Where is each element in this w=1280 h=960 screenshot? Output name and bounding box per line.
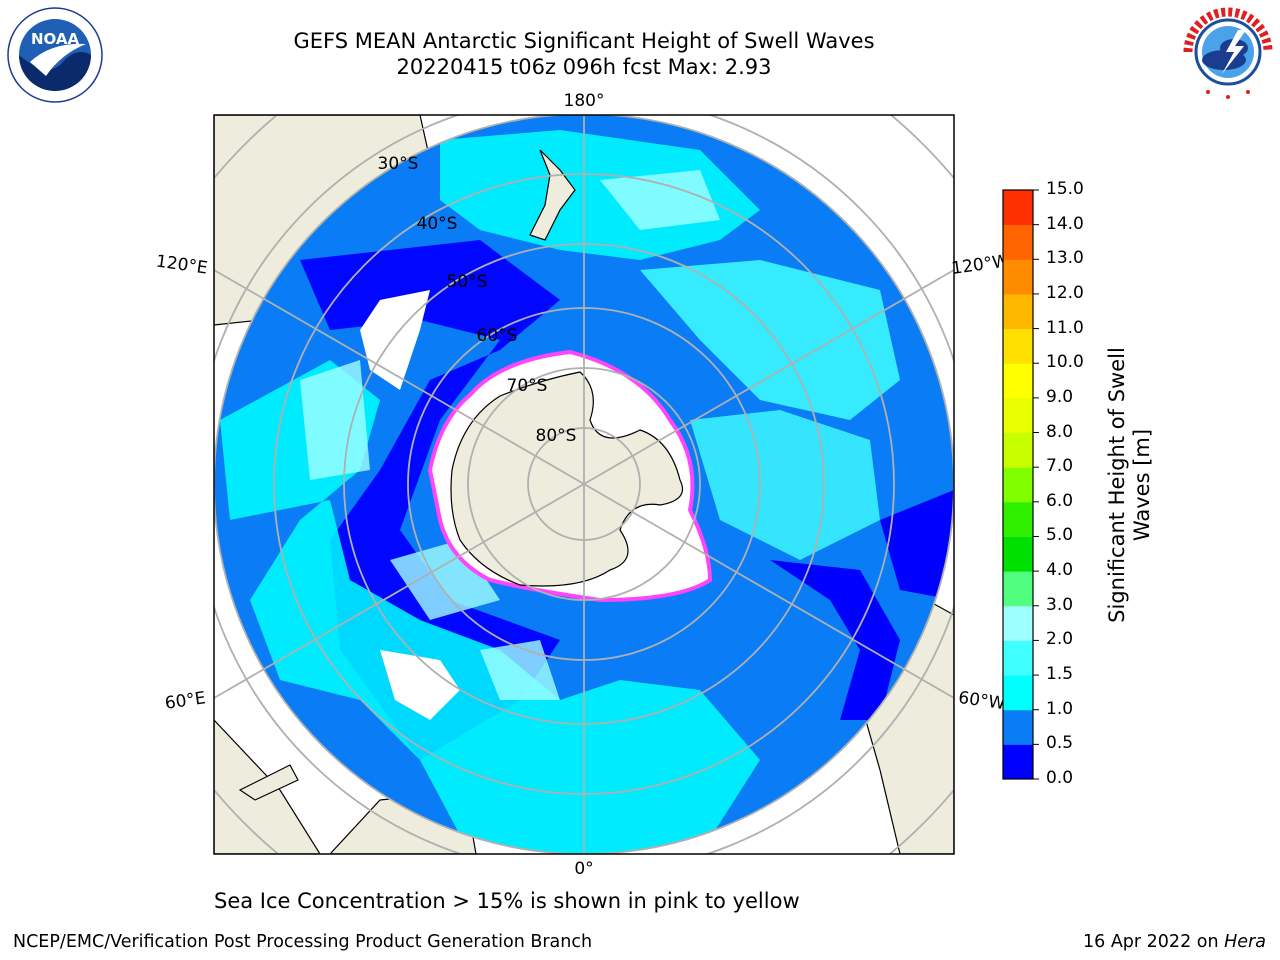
colorbar-segment [1003, 536, 1033, 572]
lon-label-60w: 60°W [957, 688, 1006, 714]
lon-label-0: 0° [574, 859, 593, 879]
low-swell-region-east [770, 560, 900, 720]
lat-label-70s: 70°S [507, 376, 548, 396]
colorbar-tick-label: 10.0 [1046, 352, 1084, 373]
high-swell-region-south [220, 360, 760, 854]
colorbar-segment [1003, 259, 1033, 295]
chart-title: GEFS MEAN Antarctic Significant Height o… [293, 29, 875, 53]
lat-label-30s: 30°S [378, 154, 419, 174]
colorbar-tick-label: 6.0 [1046, 490, 1074, 511]
colorbar-segment [1003, 744, 1033, 780]
lon-label-120e: 120°E [155, 252, 209, 279]
colorbar-tick-label: 13.0 [1046, 248, 1084, 269]
colorbar-frame [1002, 189, 1034, 780]
lat-label-40s: 40°S [417, 214, 458, 234]
colorbar-segment [1003, 328, 1033, 364]
colorbar-tick-label: 0.5 [1046, 733, 1074, 754]
colorbar-segment [1003, 363, 1033, 399]
colorbar-tick-label: 8.0 [1046, 421, 1074, 442]
colorbar-tick-label: 1.5 [1046, 664, 1074, 685]
colorbar-title: Significant Height of Swell Waves [m] [1105, 347, 1154, 623]
colorbar-tick-label: 3.0 [1046, 594, 1074, 615]
chart-subtitle: 20220415 t06z 096h fcst Max: 2.93 [396, 55, 772, 79]
colorbar-segment [1003, 293, 1033, 330]
colorbar-tick-label: 5.0 [1046, 525, 1074, 546]
colorbar-tick-label: 4.0 [1046, 560, 1074, 581]
lon-label-120w: 120°W [950, 251, 1010, 279]
colorbar-tick-label: 7.0 [1046, 456, 1074, 477]
colorbar-tick-label: 9.0 [1046, 386, 1074, 407]
colorbar-segment [1003, 467, 1033, 503]
lon-label-60e: 60°E [164, 688, 207, 713]
high-swell-region-pacific [640, 260, 900, 420]
colorbar-segment [1003, 605, 1033, 641]
colorbar-segment [1003, 571, 1033, 607]
colorbar-tick-label: 1.0 [1046, 698, 1074, 719]
colorbar-tick-label: 0.0 [1046, 768, 1074, 788]
nws-logo-icon [1181, 5, 1275, 99]
colorbar-segment [1003, 190, 1033, 226]
madagascar-landmass [238, 764, 299, 801]
colorbar-segment [1003, 224, 1033, 260]
colorbar-segment [1003, 640, 1033, 676]
colorbar-tick-label: 2.0 [1046, 629, 1074, 650]
colorbar-segment [1003, 709, 1033, 745]
colorbar-tick-label: 12.0 [1046, 282, 1084, 303]
colorbar [1002, 189, 1039, 780]
noaa-logo-icon: NOAA [7, 7, 103, 103]
colorbar-tick-label: 14.0 [1046, 213, 1084, 234]
noaa-logo-text: NOAA [31, 30, 80, 48]
new-zealand-landmass [529, 149, 576, 241]
lat-label-60s: 60°S [477, 326, 518, 346]
colorbar-segment [1003, 675, 1033, 711]
colorbar-segment [1003, 397, 1033, 434]
colorbar-tick-label: 11.0 [1046, 317, 1084, 338]
caption: Sea Ice Concentration > 15% is shown in … [214, 889, 800, 913]
antarctica-landmass [450, 371, 684, 587]
footer-date: 16 Apr 2022 on Hera [1083, 932, 1266, 952]
lat-label-80s: 80°S [536, 426, 577, 446]
colorbar-segment [1003, 432, 1033, 468]
high-swell-region-north [440, 130, 760, 260]
colorbar-tick-label: 15.0 [1046, 179, 1084, 199]
map-frame [213, 114, 955, 855]
footer-credit: NCEP/EMC/Verification Post Processing Pr… [13, 932, 593, 952]
lon-label-180: 180° [564, 91, 605, 111]
colorbar-segment [1003, 501, 1033, 537]
lat-label-50s: 50°S [447, 272, 488, 292]
meridian-lines [214, 115, 954, 854]
